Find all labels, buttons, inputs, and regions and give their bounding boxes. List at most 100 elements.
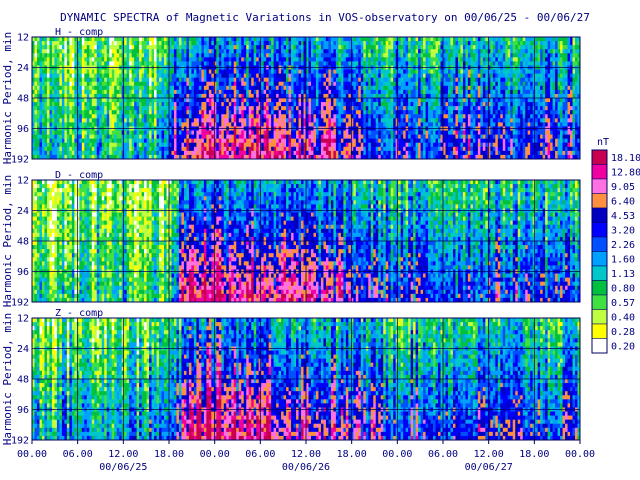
spectrum-cell bbox=[181, 98, 185, 103]
spectrum-cell bbox=[206, 53, 210, 58]
spectrum-cell bbox=[500, 77, 504, 83]
spectrum-cell bbox=[330, 122, 334, 127]
spectrum-cell bbox=[447, 61, 451, 66]
spectrum-cell bbox=[545, 106, 549, 111]
spectrum-cell bbox=[228, 122, 232, 127]
spectrum-cell bbox=[39, 57, 43, 62]
spectrum-cell bbox=[164, 37, 167, 42]
spectrum-cell bbox=[251, 102, 255, 107]
spectrum-cell bbox=[218, 57, 222, 62]
spectrum-cell bbox=[340, 69, 344, 74]
spectrum-cell bbox=[555, 73, 558, 79]
spectrum-cell bbox=[418, 85, 421, 91]
spectrum-cell bbox=[460, 110, 464, 115]
spectrum-cell bbox=[530, 69, 534, 74]
spectrum-cell bbox=[522, 102, 526, 107]
spectrum-cell bbox=[525, 73, 529, 79]
spectrum-cell bbox=[500, 114, 504, 119]
spectrum-cell bbox=[301, 122, 304, 127]
spectrum-cell bbox=[522, 73, 526, 79]
spectrum-cell bbox=[248, 89, 252, 95]
spectrum-cell bbox=[368, 45, 372, 50]
spectrum-cell bbox=[313, 41, 317, 46]
spectrum-cell bbox=[271, 89, 275, 95]
spectrum-cell bbox=[368, 57, 372, 62]
spectrum-cell bbox=[228, 37, 232, 42]
spectrum-cell bbox=[211, 37, 215, 42]
spectrum-cell bbox=[104, 57, 108, 62]
spectrum-cell bbox=[51, 114, 55, 119]
spectrum-cell bbox=[246, 41, 250, 46]
spectrum-cell bbox=[420, 69, 424, 74]
spectrum-cell bbox=[39, 110, 43, 115]
spectrum-cell bbox=[575, 118, 578, 123]
spectrum-cell bbox=[505, 110, 509, 115]
spectrum-cell bbox=[477, 81, 481, 87]
spectrum-cell bbox=[403, 45, 407, 50]
spectrum-cell bbox=[228, 41, 232, 46]
spectrum-cell bbox=[333, 73, 337, 79]
spectrum-cell bbox=[198, 57, 202, 62]
spectrum-cell bbox=[198, 114, 202, 119]
spectrum-cell bbox=[537, 45, 541, 50]
spectrum-cell bbox=[447, 69, 451, 74]
spectrum-cell bbox=[159, 85, 162, 91]
spectrum-cell bbox=[124, 81, 128, 87]
spectrum-cell bbox=[373, 49, 377, 54]
spectrum-cell bbox=[557, 45, 561, 50]
spectrum-cell bbox=[460, 114, 464, 119]
spectrum-cell bbox=[460, 122, 464, 127]
spectrum-cell bbox=[502, 73, 506, 79]
spectrum-cell bbox=[164, 81, 167, 87]
spectrum-cell bbox=[378, 53, 382, 58]
spectrum-cell bbox=[355, 53, 359, 58]
spectrum-cell bbox=[111, 69, 115, 74]
spectrum-cell bbox=[467, 110, 471, 115]
spectrum-cell bbox=[338, 106, 342, 111]
spectrum-cell bbox=[320, 41, 324, 46]
spectrum-cell bbox=[263, 81, 267, 87]
spectrum-cell bbox=[447, 57, 451, 62]
spectrum-cell bbox=[79, 102, 83, 107]
spectrum-cell bbox=[413, 77, 416, 83]
spectrum-cell bbox=[46, 77, 50, 83]
spectrum-cell bbox=[34, 85, 38, 91]
spectrum-cell bbox=[433, 122, 436, 127]
spectrum-cell bbox=[480, 61, 484, 66]
spectrum-cell bbox=[505, 118, 509, 123]
spectrum-cell bbox=[51, 45, 55, 50]
spectrum-cell bbox=[570, 61, 573, 66]
spectrum-cell bbox=[565, 102, 568, 107]
spectrum-cell bbox=[380, 53, 384, 58]
spectrum-cell bbox=[353, 102, 357, 107]
spectrum-cell bbox=[413, 81, 416, 87]
spectrum-cell bbox=[131, 61, 135, 66]
spectrum-cell bbox=[315, 37, 319, 42]
spectrum-cell bbox=[261, 102, 265, 107]
spectrum-cell bbox=[562, 49, 566, 54]
spectrum-cell bbox=[178, 41, 182, 46]
spectrum-cell bbox=[69, 41, 73, 46]
spectrum-cell bbox=[159, 61, 162, 66]
spectrum-cell bbox=[161, 106, 165, 111]
spectrum-cell bbox=[565, 106, 568, 111]
spectrum-cell bbox=[365, 61, 369, 66]
spectrum-cell bbox=[430, 118, 434, 123]
spectrum-cell bbox=[173, 102, 177, 107]
spectrum-cell bbox=[550, 61, 553, 66]
spectrum-cell bbox=[360, 73, 364, 79]
spectrum-cell bbox=[462, 114, 466, 119]
spectrum-cell bbox=[161, 122, 165, 127]
spectrum-cell bbox=[345, 122, 349, 127]
spectrum-cell bbox=[375, 41, 379, 46]
spectrum-cell bbox=[124, 122, 128, 127]
spectrum-cell bbox=[124, 69, 128, 74]
spectrum-cell bbox=[81, 45, 85, 50]
spectrum-cell bbox=[380, 61, 384, 66]
spectrum-cell bbox=[226, 102, 230, 107]
spectrum-cell bbox=[575, 102, 578, 107]
spectrum-cell bbox=[129, 81, 133, 87]
spectrum-cell bbox=[475, 81, 479, 87]
spectrum-cell bbox=[477, 57, 481, 62]
spectrum-cell bbox=[338, 41, 342, 46]
